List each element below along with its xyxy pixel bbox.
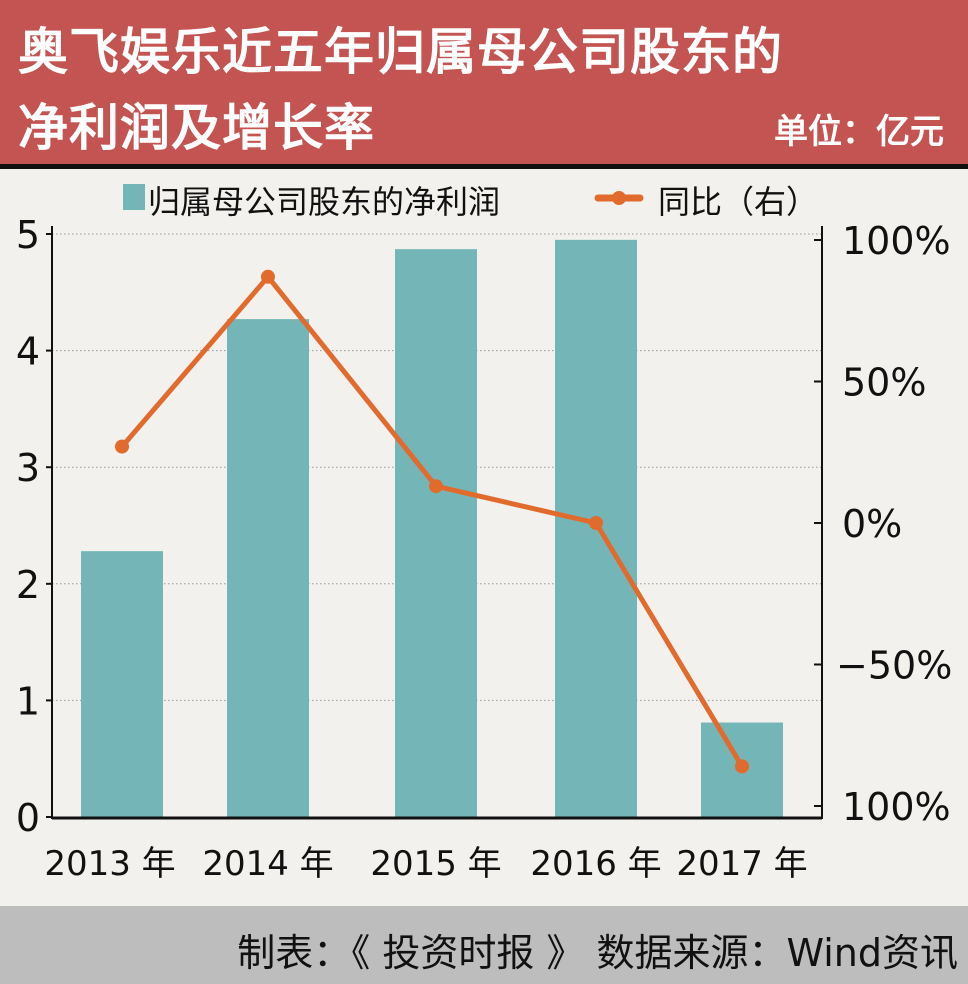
- left-tick-label: 5: [16, 213, 40, 257]
- chart-header: 奥飞娱乐近五年归属母公司股东的 净利润及增长率 单位：亿元: [0, 0, 968, 169]
- yoy-point-2015: [429, 479, 443, 494]
- left-tick-label: 3: [16, 446, 40, 490]
- axes: [46, 226, 823, 820]
- bar-2014: [227, 319, 309, 817]
- right-tick-label: 50%: [842, 361, 926, 405]
- x-tick-label: 2015 年: [370, 844, 501, 884]
- chart-title-line2: 净利润及增长率: [18, 99, 375, 157]
- legend-line-marker: [612, 191, 626, 205]
- right-tick-label: 100%: [842, 785, 951, 829]
- right-tick-label: −50%: [836, 644, 952, 688]
- legend-bar-swatch: [123, 184, 145, 210]
- source-note: 制表：《 投资时报 》 数据来源：Wind资讯: [237, 931, 958, 975]
- unit-label: 单位：亿元: [774, 112, 944, 152]
- tick-labels: 0 1 2 3 4 5 100% −50% 0% 50% 100% 2013 年 2014 年 2015 …: [16, 213, 953, 884]
- yoy-point-2014: [261, 269, 275, 284]
- x-tick-label: 2017 年: [676, 844, 807, 884]
- chart-title-line1: 奥飞娱乐近五年归属母公司股东的: [18, 23, 783, 81]
- left-tick-label: 0: [16, 796, 40, 840]
- yoy-point-2017: [735, 759, 749, 774]
- yoy-line: [115, 269, 749, 774]
- legend-line-label: 同比（右）: [658, 183, 818, 221]
- x-tick-label: 2013 年: [44, 844, 175, 884]
- left-tick-label: 2: [16, 563, 40, 607]
- left-tick-label: 1: [16, 679, 40, 723]
- legend-bar-label: 归属母公司股东的净利润: [148, 183, 500, 221]
- x-tick-label: 2014 年: [202, 844, 333, 884]
- chart: 归属母公司股东的净利润 同比（右） 0 1 2 3 4 5 100% −50% 0% 50% 100…: [16, 183, 953, 884]
- bars: [81, 239, 783, 817]
- right-tick-label: 100%: [842, 219, 951, 263]
- yoy-point-2016: [589, 516, 603, 530]
- bar-2015: [395, 249, 477, 817]
- footer: 制表：《 投资时报 》 数据来源：Wind资讯: [0, 906, 968, 984]
- legend: 归属母公司股东的净利润 同比（右）: [123, 183, 818, 221]
- right-tick-label: 0%: [842, 502, 902, 546]
- x-tick-label: 2016 年: [530, 844, 661, 884]
- bar-2013: [81, 551, 163, 817]
- yoy-point-2013: [115, 439, 129, 454]
- left-tick-label: 4: [16, 330, 40, 374]
